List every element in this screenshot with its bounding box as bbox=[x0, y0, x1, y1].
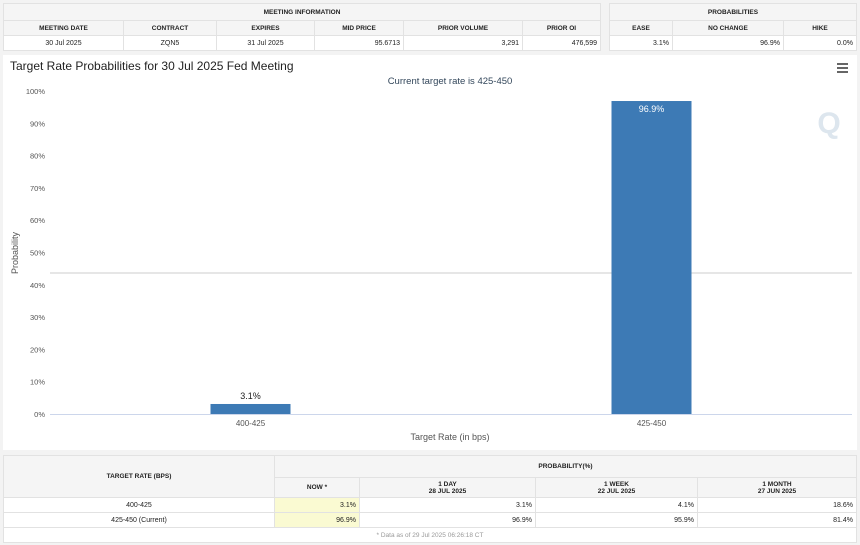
table-row: 425-450 (Current) 96.9% 96.9% 95.9% 81.4… bbox=[3, 512, 857, 528]
1-week-cell: 95.9% bbox=[535, 512, 698, 528]
watermark-logo: Q bbox=[817, 107, 840, 140]
header-target-rate: TARGET RATE (BPS) bbox=[3, 455, 275, 498]
mid-price: 95.6713 bbox=[314, 35, 404, 51]
header-1-month-date: 27 JUN 2025 bbox=[757, 487, 797, 495]
now-cell: 3.1% bbox=[274, 497, 360, 513]
chart-subtitle: Current target rate is 425-450 bbox=[388, 76, 513, 87]
y-tick-label: 40% bbox=[30, 281, 45, 290]
header-contract: CONTRACT bbox=[123, 20, 217, 36]
header-1-week: 1 WEEK 22 JUL 2025 bbox=[535, 477, 698, 498]
prior-oi: 476,599 bbox=[522, 35, 601, 51]
rate-cell: 400-425 bbox=[3, 497, 275, 513]
header-1-week-date: 22 JUL 2025 bbox=[597, 487, 636, 495]
now-cell: 96.9% bbox=[274, 512, 360, 528]
expires: 31 Jul 2025 bbox=[216, 35, 315, 51]
bar-425-450[interactable] bbox=[611, 101, 692, 414]
probability-history-table: TARGET RATE (BPS) PROBABILITY(%) NOW * 1… bbox=[3, 455, 857, 543]
y-tick-label: 80% bbox=[30, 152, 45, 161]
header-meeting-date: MEETING DATE bbox=[3, 20, 124, 36]
bar-400-425[interactable] bbox=[210, 403, 291, 414]
1-day-cell: 3.1% bbox=[359, 497, 536, 513]
rate-cell: 425-450 (Current) bbox=[3, 512, 275, 528]
chart-container: Target Rate Probabilities for 30 Jul 202… bbox=[3, 55, 857, 450]
header-hike: HIKE bbox=[783, 20, 857, 36]
header-ease: EASE bbox=[609, 20, 673, 36]
header-probability: PROBABILITY(%) bbox=[274, 455, 857, 478]
probabilities-table: PROBABILITIES EASE NO CHANGE HIKE 3.1% 9… bbox=[609, 3, 857, 51]
chart-title: Target Rate Probabilities for 30 Jul 202… bbox=[10, 59, 294, 73]
contract: ZQN5 bbox=[123, 35, 217, 51]
footnote: * Data as of 29 Jul 2025 06:26:18 CT bbox=[3, 527, 857, 543]
y-tick-label: 0% bbox=[34, 410, 45, 419]
hike-value: 0.0% bbox=[783, 35, 857, 51]
hamburger-icon[interactable] bbox=[837, 63, 848, 73]
header-1-week-label: 1 WEEK bbox=[604, 480, 629, 488]
1-month-cell: 81.4% bbox=[697, 512, 857, 528]
header-no-change: NO CHANGE bbox=[672, 20, 784, 36]
header-1-day-date: 28 JUL 2025 bbox=[428, 487, 467, 495]
header-1-day: 1 DAY 28 JUL 2025 bbox=[359, 477, 536, 498]
y-tick-label: 60% bbox=[30, 216, 45, 225]
meeting-information-table: MEETING INFORMATION MEETING DATE CONTRAC… bbox=[3, 3, 601, 51]
ease-value: 3.1% bbox=[609, 35, 673, 51]
y-axis-label: Probability bbox=[10, 231, 20, 274]
y-tick-label: 20% bbox=[30, 345, 45, 354]
prior-volume: 3,291 bbox=[403, 35, 523, 51]
header-1-day-label: 1 DAY bbox=[438, 480, 457, 488]
bar-chart: Target Rate Probabilities for 30 Jul 202… bbox=[10, 59, 852, 442]
header-now: NOW * bbox=[274, 477, 360, 498]
1-day-cell: 96.9% bbox=[359, 512, 536, 528]
1-week-cell: 4.1% bbox=[535, 497, 698, 513]
header-now-label: NOW * bbox=[306, 484, 328, 491]
meeting-info-title: MEETING INFORMATION bbox=[3, 3, 601, 21]
data-label: 3.1% bbox=[240, 391, 261, 401]
y-tick-label: 50% bbox=[30, 249, 45, 258]
header-1-month: 1 MONTH 27 JUN 2025 bbox=[697, 477, 857, 498]
x-tick-label: 400-425 bbox=[236, 419, 266, 428]
y-tick-label: 90% bbox=[30, 119, 45, 128]
data-label: 96.9% bbox=[639, 104, 665, 114]
y-tick-label: 70% bbox=[30, 184, 45, 193]
header-prior-volume: PRIOR VOLUME bbox=[403, 20, 523, 36]
probabilities-title: PROBABILITIES bbox=[609, 3, 857, 21]
y-tick-label: 100% bbox=[26, 87, 46, 96]
y-tick-label: 10% bbox=[30, 378, 45, 387]
meeting-date: 30 Jul 2025 bbox=[3, 35, 124, 51]
header-1-month-label: 1 MONTH bbox=[762, 480, 792, 488]
no-change-value: 96.9% bbox=[672, 35, 784, 51]
header-mid-price: MID PRICE bbox=[314, 20, 404, 36]
x-axis-label: Target Rate (in bps) bbox=[410, 432, 489, 442]
header-prior-oi: PRIOR OI bbox=[522, 20, 601, 36]
y-tick-label: 30% bbox=[30, 313, 45, 322]
1-month-cell: 18.6% bbox=[697, 497, 857, 513]
header-expires: EXPIRES bbox=[216, 20, 315, 36]
x-tick-label: 425-450 bbox=[637, 419, 667, 428]
table-row: 400-425 3.1% 3.1% 4.1% 18.6% bbox=[3, 497, 857, 513]
